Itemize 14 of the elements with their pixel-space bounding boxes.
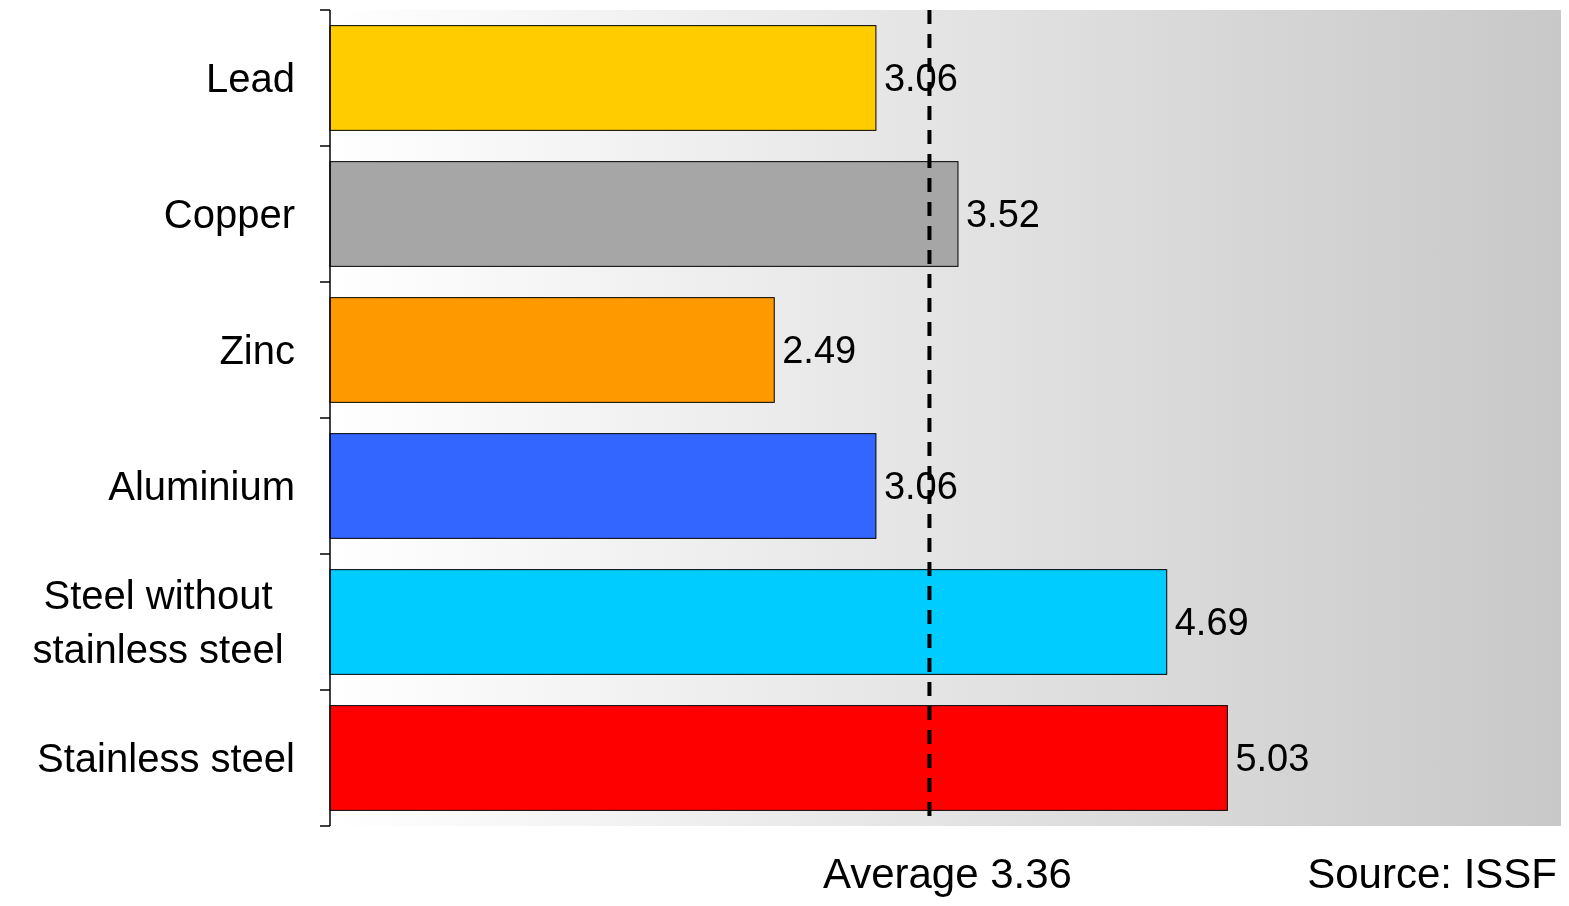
y-tick-label: Aluminium xyxy=(108,464,295,508)
data-label: 5.03 xyxy=(1235,737,1310,780)
data-label: 3.06 xyxy=(883,57,958,100)
source-note: Source: ISSF xyxy=(1307,850,1557,897)
y-tick-label: Steel without stainless steel xyxy=(32,573,284,671)
data-label: 3.06 xyxy=(883,465,958,508)
data-label: 3.52 xyxy=(965,193,1040,236)
y-tick-label: Zinc xyxy=(219,328,295,372)
ref-line-label: Average 3.36 xyxy=(822,850,1072,897)
y-tick-label: Stainless steel xyxy=(37,736,295,780)
data-label: 4.69 xyxy=(1174,601,1249,644)
y-tick-label: Lead xyxy=(206,56,295,100)
y-tick-label: Copper xyxy=(163,192,295,236)
data-label: 2.49 xyxy=(782,329,857,372)
